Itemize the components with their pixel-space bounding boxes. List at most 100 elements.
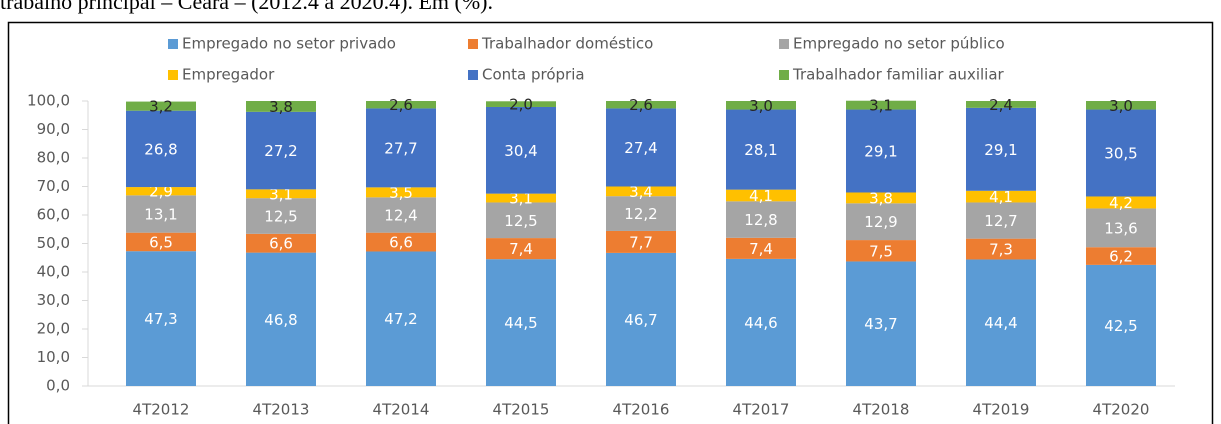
data-label: 6,6 (269, 235, 293, 253)
data-label: 27,4 (624, 139, 657, 157)
data-label: 47,3 (144, 310, 177, 328)
bar-segment (966, 190, 1036, 203)
bar-segment (606, 230, 676, 253)
data-label: 12,5 (264, 207, 297, 225)
bar-segment (966, 238, 1036, 260)
data-label: 12,8 (744, 211, 777, 229)
x-tick-label: 4T2012 (133, 401, 190, 419)
data-label: 2,6 (629, 96, 653, 114)
chart-frame (7, 21, 1214, 424)
data-label: 12,7 (984, 212, 1017, 230)
bar-segment (726, 189, 796, 202)
data-label: 27,2 (264, 142, 297, 160)
bar-segment (366, 108, 436, 188)
bar-segment (126, 251, 196, 386)
bar-segment (606, 196, 676, 231)
bar-segment (606, 186, 676, 197)
bar-segment (726, 258, 796, 386)
legend-label: Empregador (182, 66, 275, 84)
data-label: 4,1 (989, 188, 1013, 206)
x-tick-label: 4T2019 (973, 401, 1030, 419)
data-label: 3,0 (749, 97, 773, 115)
bar-segment (726, 109, 796, 190)
data-label: 13,1 (144, 206, 177, 224)
bar-segment (486, 238, 556, 260)
data-label: 4,2 (1109, 194, 1133, 212)
bar-segment (1086, 101, 1156, 110)
data-label: 26,8 (144, 140, 177, 158)
bar-segment (606, 108, 676, 187)
bar-segment (126, 232, 196, 252)
x-tick-label: 4T2013 (253, 401, 310, 419)
bar-segment (486, 106, 556, 194)
data-label: 27,7 (384, 139, 417, 157)
data-label: 3,0 (1109, 97, 1133, 115)
data-label: 3,1 (509, 190, 533, 208)
legend-swatch (779, 39, 789, 49)
bar-segment (246, 198, 316, 234)
bar-segment (126, 101, 196, 111)
x-tick-label: 4T2016 (613, 401, 670, 419)
bar-segment (366, 101, 436, 109)
legend-label: Trabalhador doméstico (481, 35, 653, 53)
bar-segment (246, 233, 316, 253)
chart-title: trabalho principal – Ceará – (2012.4 a 2… (0, 0, 493, 14)
bar-segment (486, 193, 556, 203)
bar-segment (846, 109, 916, 193)
bar-segment (846, 203, 916, 241)
data-label: 46,7 (624, 311, 657, 329)
data-label: 3,8 (269, 98, 293, 116)
data-label: 3,1 (869, 97, 893, 115)
legend-swatch (168, 70, 178, 80)
legend-label: Trabalhador familiar auxiliar (792, 66, 1005, 84)
bar-segment (486, 259, 556, 386)
bar-segment (246, 189, 316, 199)
bar-segment (726, 237, 796, 259)
bar-segment (486, 101, 556, 107)
data-label: 4,1 (749, 187, 773, 205)
y-tick-label: 80,0 (37, 149, 70, 167)
y-tick-label: 20,0 (37, 320, 70, 338)
data-label: 12,9 (864, 213, 897, 231)
bar-segment (846, 100, 916, 110)
data-label: 6,5 (149, 233, 173, 251)
data-label: 7,4 (509, 240, 533, 258)
data-label: 12,5 (504, 212, 537, 230)
data-label: 2,6 (389, 96, 413, 114)
y-tick-label: 0,0 (46, 377, 70, 395)
y-tick-label: 100,0 (27, 92, 70, 110)
x-tick-label: 4T2015 (493, 401, 550, 419)
bar-segment (606, 252, 676, 386)
bar-segment (726, 201, 796, 238)
bar-segment (366, 197, 436, 233)
x-tick-label: 4T2018 (853, 401, 910, 419)
data-label: 47,2 (384, 310, 417, 328)
bar-segment (966, 202, 1036, 239)
bar-segment (1086, 196, 1156, 209)
data-label: 3,5 (389, 184, 413, 202)
legend-swatch (168, 39, 178, 49)
data-label: 29,1 (984, 141, 1017, 159)
data-label: 6,2 (1109, 248, 1133, 266)
data-label: 30,4 (504, 142, 537, 160)
data-label: 30,5 (1104, 145, 1137, 163)
bar-segment (246, 101, 316, 112)
y-tick-label: 70,0 (37, 177, 70, 195)
bar-segment (366, 232, 436, 252)
data-label: 44,4 (984, 314, 1017, 332)
bar-segment (1086, 208, 1156, 248)
data-label: 3,2 (149, 98, 173, 116)
data-label: 2,9 (149, 183, 173, 201)
bar-segment (486, 202, 556, 239)
data-label: 7,4 (749, 240, 773, 258)
data-label: 2,4 (989, 96, 1013, 114)
bar-segment (126, 195, 196, 233)
bar-segment (1086, 109, 1156, 197)
legend-label: Empregado no setor privado (182, 35, 396, 53)
bar-segment (966, 101, 1036, 108)
bar-segment (126, 187, 196, 196)
data-label: 12,4 (384, 207, 417, 225)
legend-label: Conta própria (482, 66, 585, 84)
x-tick-label: 4T2020 (1093, 401, 1150, 419)
